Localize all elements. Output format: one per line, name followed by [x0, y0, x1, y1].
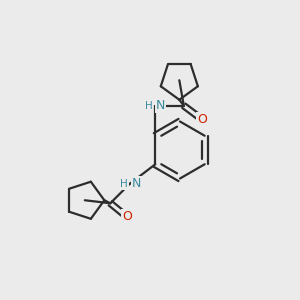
Text: O: O [122, 210, 132, 223]
Text: N: N [132, 177, 141, 190]
Text: H: H [145, 101, 153, 111]
Text: O: O [197, 113, 207, 126]
Text: H: H [120, 179, 128, 189]
Text: N: N [156, 99, 165, 112]
